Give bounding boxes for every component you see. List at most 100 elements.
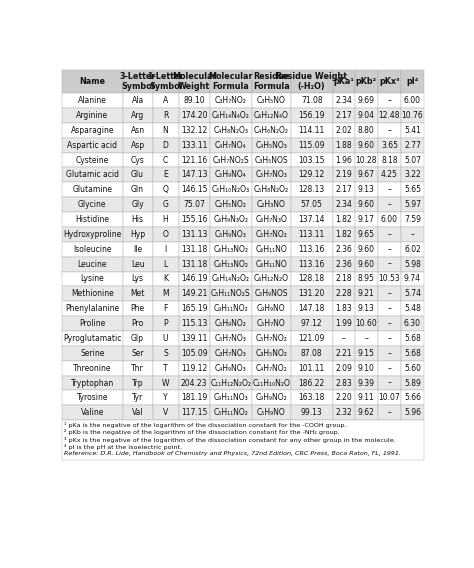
Text: C₆H₁₂N₂O: C₆H₁₂N₂O xyxy=(254,274,289,283)
Bar xyxy=(355,182,378,197)
Bar xyxy=(122,108,153,123)
Bar xyxy=(333,272,355,286)
Bar xyxy=(252,301,291,316)
Bar xyxy=(355,108,378,123)
Text: Glycine: Glycine xyxy=(78,200,107,209)
Text: I: I xyxy=(164,245,167,254)
Bar xyxy=(378,406,401,420)
Text: C: C xyxy=(163,156,168,165)
Text: C₉H₁₁NO₃: C₉H₁₁NO₃ xyxy=(213,394,248,403)
Bar xyxy=(210,361,252,375)
Text: 8.95: 8.95 xyxy=(358,274,375,283)
Text: Asn: Asn xyxy=(130,126,145,135)
Bar xyxy=(333,70,355,93)
Bar xyxy=(291,123,333,137)
Text: Residue
Formula: Residue Formula xyxy=(253,72,290,91)
Bar xyxy=(179,257,210,272)
Bar xyxy=(179,168,210,182)
Text: C₄H₉NO₃: C₄H₉NO₃ xyxy=(215,364,246,373)
Bar xyxy=(153,123,179,137)
Bar xyxy=(122,346,153,361)
Text: 146.19: 146.19 xyxy=(181,274,207,283)
Text: C₄H₈N₂O₃: C₄H₈N₂O₃ xyxy=(213,126,248,135)
Bar xyxy=(378,242,401,257)
Bar xyxy=(62,182,122,197)
Bar xyxy=(291,137,333,153)
Bar xyxy=(401,182,424,197)
Text: 2.17: 2.17 xyxy=(336,111,352,120)
Text: C₄H₅NO₃: C₄H₅NO₃ xyxy=(255,141,287,149)
Text: 9.74: 9.74 xyxy=(404,274,421,283)
Text: 71.08: 71.08 xyxy=(301,96,322,105)
Bar xyxy=(291,93,333,108)
Text: 9.60: 9.60 xyxy=(358,141,375,149)
Bar xyxy=(355,242,378,257)
Text: 9.10: 9.10 xyxy=(358,364,375,373)
Bar xyxy=(252,361,291,375)
Bar xyxy=(378,212,401,227)
Bar xyxy=(291,406,333,420)
Bar xyxy=(333,93,355,108)
Bar xyxy=(252,331,291,346)
Text: 131.20: 131.20 xyxy=(299,289,325,298)
Text: Phe: Phe xyxy=(130,304,145,313)
Bar xyxy=(378,346,401,361)
Bar xyxy=(401,197,424,212)
Text: Leu: Leu xyxy=(131,260,145,269)
Bar xyxy=(401,331,424,346)
Bar xyxy=(355,123,378,137)
Text: W: W xyxy=(162,378,169,387)
Bar xyxy=(153,301,179,316)
Text: 9.21: 9.21 xyxy=(358,289,375,298)
Bar xyxy=(210,390,252,406)
Text: 10.60: 10.60 xyxy=(356,319,377,328)
Bar xyxy=(62,137,122,153)
Bar xyxy=(62,346,122,361)
Text: 113.16: 113.16 xyxy=(299,245,325,254)
Bar xyxy=(179,182,210,197)
Text: 115.09: 115.09 xyxy=(299,141,325,149)
Bar xyxy=(333,168,355,182)
Text: 131.13: 131.13 xyxy=(181,230,207,239)
Bar xyxy=(62,375,122,390)
Bar xyxy=(378,331,401,346)
Text: C₅H₇NO: C₅H₇NO xyxy=(257,319,285,328)
Text: 105.09: 105.09 xyxy=(181,349,207,358)
Bar xyxy=(291,331,333,346)
Text: Proline: Proline xyxy=(79,319,106,328)
Bar xyxy=(401,301,424,316)
Text: Reference: D.R. Lide, Handbook of Chemistry and Physics, 72nd Edition, CRC Press: Reference: D.R. Lide, Handbook of Chemis… xyxy=(64,452,401,456)
Text: C₆H₁₃NO₂: C₆H₁₃NO₂ xyxy=(213,245,248,254)
Bar xyxy=(179,70,210,93)
Bar xyxy=(401,272,424,286)
Bar xyxy=(401,93,424,108)
Bar xyxy=(333,137,355,153)
Text: Ala: Ala xyxy=(131,96,144,105)
Text: 8.80: 8.80 xyxy=(358,126,375,135)
Text: Molecular
Weight: Molecular Weight xyxy=(172,72,216,91)
Text: 9.60: 9.60 xyxy=(358,200,375,209)
Text: pI⁴: pI⁴ xyxy=(406,77,419,86)
Text: C₉H₁₁NO₂: C₉H₁₁NO₂ xyxy=(213,304,248,313)
Text: 9.69: 9.69 xyxy=(358,96,375,105)
Bar xyxy=(401,361,424,375)
Text: 5.07: 5.07 xyxy=(404,156,421,165)
Bar xyxy=(122,123,153,137)
Bar xyxy=(355,361,378,375)
Bar xyxy=(291,361,333,375)
Bar xyxy=(179,331,210,346)
Text: 12.48: 12.48 xyxy=(379,111,400,120)
Text: 57.05: 57.05 xyxy=(301,200,323,209)
Bar xyxy=(153,182,179,197)
Text: 115.13: 115.13 xyxy=(181,319,207,328)
Bar xyxy=(179,286,210,301)
Bar xyxy=(122,406,153,420)
Text: 10.28: 10.28 xyxy=(356,156,377,165)
Text: 131.18: 131.18 xyxy=(181,260,207,269)
Bar xyxy=(355,301,378,316)
Text: Tyr: Tyr xyxy=(132,394,143,403)
Bar xyxy=(122,390,153,406)
Text: C₆H₁₄N₂O₂: C₆H₁₄N₂O₂ xyxy=(212,274,250,283)
Bar xyxy=(291,316,333,331)
Bar xyxy=(122,331,153,346)
